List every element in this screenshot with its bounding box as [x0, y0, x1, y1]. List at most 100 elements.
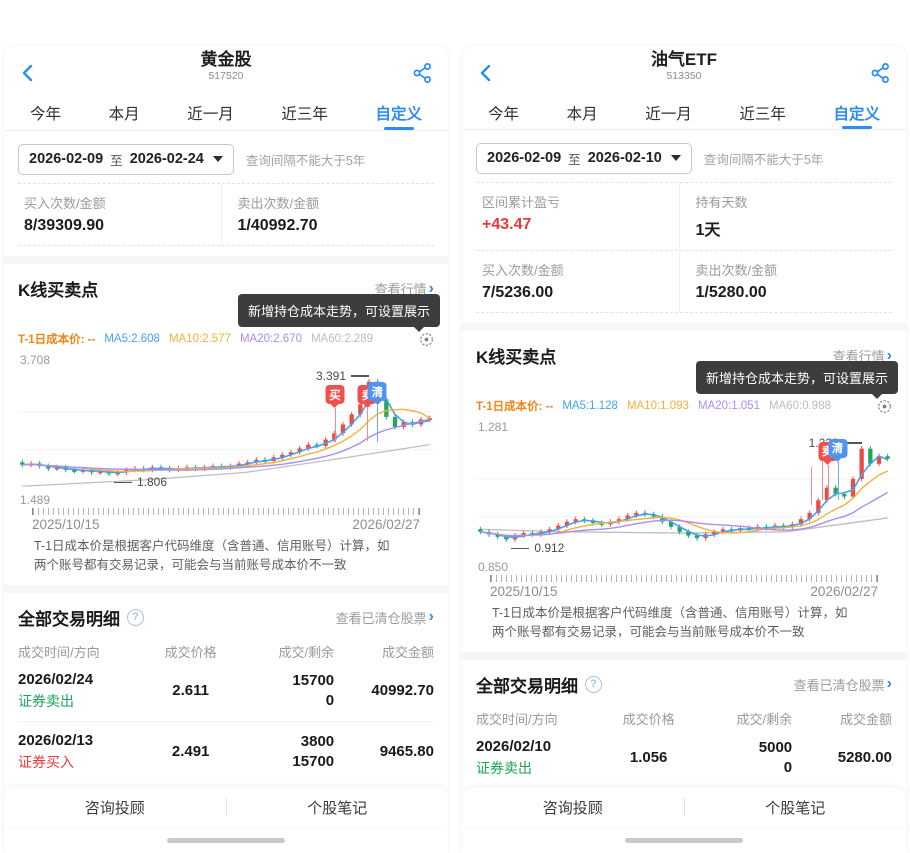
screen-gold-stock: 黄金股 517520 今年 本月 近一月 近三年 自定义 2026-02-09 … — [4, 46, 448, 853]
screen-oil-gas-etf: 油气ETF 513350 今年 本月 近一月 近三年 自定义 2026-02-0… — [462, 46, 906, 853]
date-range-row: 2026-02-09 至 2026-02-10 查询间隔不能大于5年 — [476, 142, 892, 174]
legend-cost: T-1日成本价: -- — [476, 401, 554, 414]
kline-section: K线买卖点 查看行情 › 新增持仓成本走势，可设置展示 T-1日成本价: -- … — [4, 264, 448, 575]
view-quote-link[interactable]: 查看行情 › — [832, 346, 892, 365]
stats-panel: 区间累计盈亏 +43.47 持有天数 1天 买入次数/金额 7/5236.00 … — [476, 182, 893, 314]
axis-dates: 2025/10/15 2026/02/27 — [490, 584, 878, 599]
kline-header: K线买卖点 查看行情 › — [18, 276, 434, 301]
tab-custom[interactable]: 自定义 — [375, 96, 422, 130]
tab-last-month[interactable]: 近一月 — [645, 105, 692, 123]
share-icon[interactable] — [870, 62, 892, 84]
consult-advisor-button[interactable]: 咨询投顾 — [84, 799, 145, 817]
table-row[interactable]: 2026/02/13 证券买入 2.491 3800 15700 9465.80 — [18, 720, 434, 782]
date-hint: 查询间隔不能大于5年 — [245, 153, 366, 168]
clear-marker-badge: 清 — [828, 438, 847, 458]
settings-gear-icon[interactable] — [877, 399, 892, 414]
chevron-right-icon: › — [428, 279, 434, 297]
view-cleared-link[interactable]: 查看已清仓股票 › — [335, 608, 434, 626]
section-divider — [462, 323, 906, 332]
legend-ma10: MA10:1.093 — [626, 400, 689, 413]
cost-trend-tooltip: 新增持仓成本走势，可设置展示 — [237, 294, 440, 332]
date-separator: 至 — [568, 152, 581, 167]
stat-sell-count: 卖出次数/金额 1/5280.00 — [678, 251, 893, 313]
bottom-action-bar: 咨询投顾 个股笔记 — [462, 787, 906, 828]
tab-this-month[interactable]: 本月 — [108, 106, 140, 123]
trades-title: 全部交易明细 — [18, 609, 120, 629]
home-indicator-area — [4, 827, 448, 853]
bottom-action-bar: 咨询投顾 个股笔记 — [4, 787, 448, 827]
tab-this-month[interactable]: 本月 — [566, 105, 598, 123]
date-range-picker[interactable]: 2026-02-09 至 2026-02-24 — [18, 143, 234, 175]
table-row[interactable]: 2026/02/10 证券卖出 1.056 5000 0 5280.00 — [476, 737, 892, 776]
chart-legend: T-1日成本价: -- MA5:1.128 MA10:1.093 MA20:1.… — [476, 398, 892, 414]
home-indicator-area — [462, 827, 906, 853]
footer-divider — [225, 798, 227, 816]
kline-section: K线买卖点 查看行情 › 新增持仓成本走势，可设置展示 T-1日成本价: -- … — [462, 331, 906, 642]
help-icon[interactable]: ? — [585, 675, 602, 693]
cost-disclaimer: T-1日成本价是根据客户代码维度（含普通、信用账号）计算，如 两个账号都有交易记… — [492, 606, 848, 639]
chart-min-label: 0.850 — [478, 560, 509, 575]
chart-legend: T-1日成本价: -- MA5:2.608 MA10:2.577 MA20:2.… — [18, 331, 434, 347]
legend-ma60: MA60:2.289 — [310, 333, 373, 345]
back-button[interactable] — [476, 62, 498, 84]
stat-buy-count: 买入次数/金额 7/5236.00 — [482, 263, 564, 302]
period-tabs: 今年 本月 近一月 近三年 自定义 — [462, 96, 906, 131]
home-indicator[interactable] — [167, 837, 285, 843]
date-to: 2026-02-10 — [587, 150, 662, 167]
legend-ma20: MA20:1.051 — [697, 400, 760, 413]
tab-three-years[interactable]: 近三年 — [281, 106, 328, 123]
date-separator: 至 — [110, 153, 123, 168]
help-icon[interactable]: ? — [127, 608, 144, 626]
legend-cost: T-1日成本价: -- — [18, 334, 96, 346]
chart-min-label: 1.489 — [20, 493, 51, 507]
share-icon[interactable] — [412, 62, 434, 84]
legend-ma60: MA60:0.988 — [768, 400, 831, 413]
axis-ruler — [32, 508, 420, 515]
home-indicator[interactable] — [625, 837, 743, 843]
buy-marker-badge: 买 — [325, 385, 345, 404]
back-button[interactable] — [18, 62, 40, 84]
table-row[interactable]: 2026/02/24 证券卖出 2.611 15700 0 40992.70 — [18, 670, 434, 709]
trade-direction: 证券卖出 — [18, 692, 74, 709]
page-title: 黄金股 — [200, 50, 252, 69]
kline-title: K线买卖点 — [476, 348, 557, 368]
date-range-picker[interactable]: 2026-02-09 至 2026-02-10 — [476, 142, 692, 174]
tab-this-year[interactable]: 今年 — [30, 106, 62, 123]
axis-ruler — [490, 575, 878, 583]
candlestick-chart[interactable]: 1.281 0.850 1.2200.912卖清 — [476, 420, 892, 575]
chevron-right-icon: › — [886, 346, 892, 364]
settings-gear-icon[interactable] — [419, 332, 434, 347]
tab-this-year[interactable]: 今年 — [488, 105, 520, 123]
period-tabs: 今年 本月 近一月 近三年 自定义 — [4, 96, 448, 131]
title-block: 黄金股 517520 — [4, 50, 448, 82]
stats-panel: 买入次数/金额 8/39309.90 卖出次数/金额 1/40992.70 — [18, 183, 434, 246]
tab-custom[interactable]: 自定义 — [833, 96, 880, 130]
chart-max-label: 1.281 — [478, 420, 509, 435]
title-block: 油气ETF 513350 — [462, 50, 906, 82]
stat-interval-pnl: 区间累计盈亏 +43.47 — [482, 195, 561, 234]
table-header: 成交时间/方向 成交价格 成交/剩余 成交金额 — [18, 644, 434, 660]
stock-notes-button[interactable]: 个股笔记 — [307, 799, 368, 817]
tab-three-years[interactable]: 近三年 — [739, 105, 786, 123]
stock-code: 517520 — [208, 70, 244, 82]
legend-ma5: MA5:1.128 — [562, 400, 618, 413]
legend-ma10: MA10:2.577 — [168, 333, 231, 345]
consult-advisor-button[interactable]: 咨询投顾 — [542, 799, 603, 817]
stat-holding-days: 持有天数 1天 — [678, 183, 893, 251]
trades-section: 全部交易明细 ? 查看已清仓股票 › 成交时间/方向 成交价格 成交/剩余 成交… — [4, 593, 448, 782]
axis-start-date: 2025/10/15 — [490, 584, 558, 600]
legend-ma5: MA5:2.608 — [104, 333, 160, 345]
stock-notes-button[interactable]: 个股笔记 — [765, 799, 826, 817]
tab-last-month[interactable]: 近一月 — [187, 106, 234, 123]
date-to: 2026-02-24 — [129, 151, 204, 167]
header: 油气ETF 513350 — [462, 46, 906, 92]
axis-start-date: 2025/10/15 — [32, 517, 100, 532]
view-quote-link[interactable]: 查看行情 › — [374, 279, 434, 297]
dropdown-caret-icon — [670, 155, 681, 162]
header: 黄金股 517520 — [4, 46, 448, 92]
stats-row: 买入次数/金额 7/5236.00 卖出次数/金额 1/5280.00 — [476, 250, 893, 313]
view-cleared-link[interactable]: 查看已清仓股票 › — [793, 675, 892, 693]
cost-disclaimer: T-1日成本价是根据客户代码维度（含普通、信用账号）计算，如 两个账号都有交易记… — [34, 539, 390, 572]
chart-max-label: 3.708 — [20, 353, 51, 367]
